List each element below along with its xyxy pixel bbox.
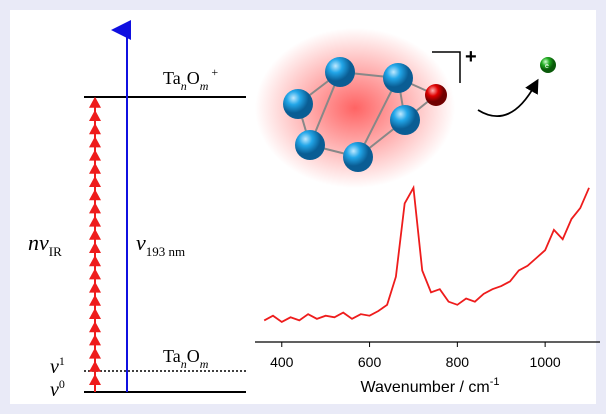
text: O [187,346,200,366]
text: IR [49,244,62,259]
x-tick-label: 800 [446,354,470,370]
text: 0 [59,377,65,391]
figure: TanOm+ TanOm nνIR ν193 nm v1 v0 + e 4006… [0,0,606,414]
text: v [50,379,59,401]
text: O [187,68,200,88]
x-tick-label: 400 [270,354,294,370]
text: ν [136,230,146,255]
text: Ta [163,68,181,88]
text: Ta [163,346,181,366]
electron-label: e [545,63,549,70]
x-axis-label: Wavenumber / cm-1 [361,376,500,396]
x-tick-label: 1000 [530,354,561,370]
text: m [200,79,209,93]
x-tick-label: 600 [358,354,382,370]
text: -1 [490,376,500,388]
text: nν [28,230,49,255]
text: Wavenumber / cm [361,379,490,396]
text: m [200,357,209,371]
charge: + [465,46,477,68]
cluster [255,28,455,188]
page: {"diagram": { "upper_state": {"base1": "… [0,0,606,414]
text: 1 [59,354,65,368]
text: 193 nm [146,244,185,259]
text: v [50,356,59,378]
text: + [211,65,218,79]
